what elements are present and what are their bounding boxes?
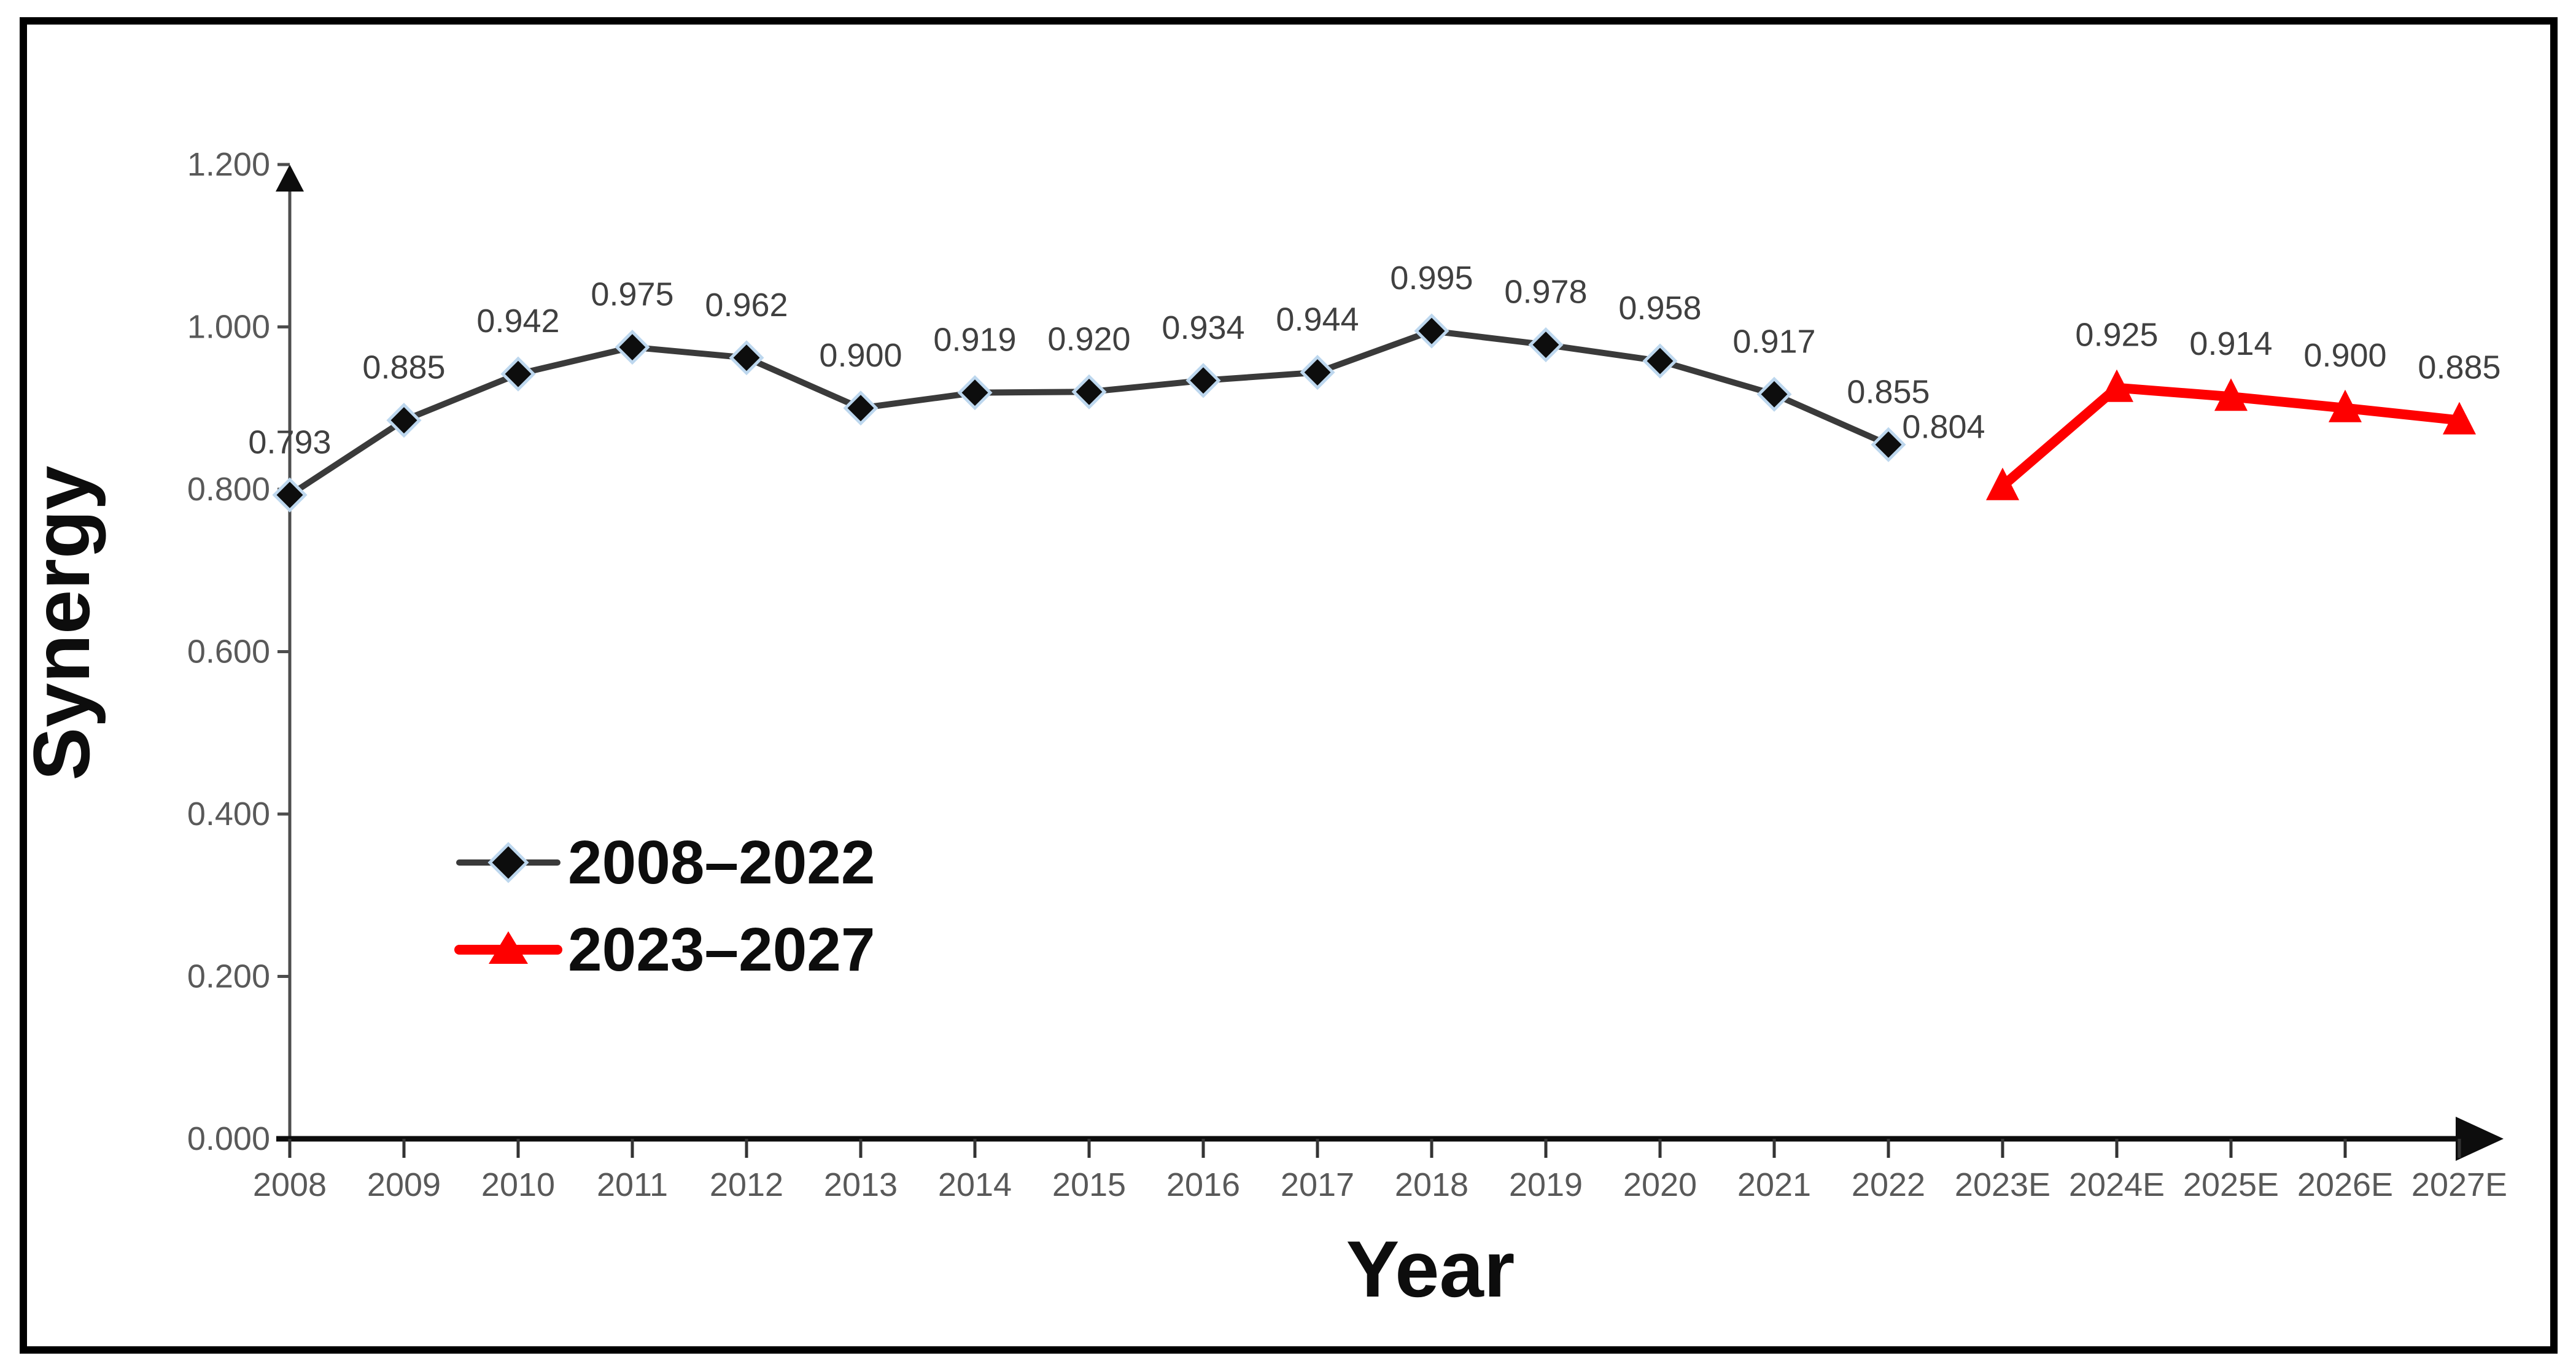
data-point-label: 0.920: [1047, 320, 1130, 357]
y-axis-arrow-icon: [276, 165, 304, 192]
x-tick-label: 2023E: [1955, 1166, 2050, 1203]
data-point-label: 0.900: [2303, 337, 2386, 374]
y-tick-label: 1.200: [187, 146, 270, 183]
x-tick-label: 2016: [1166, 1166, 1240, 1203]
data-point-label: 0.793: [248, 424, 331, 460]
x-tick-label: 2024E: [2069, 1166, 2165, 1203]
x-tick-label: 2008: [253, 1166, 327, 1203]
data-point-label: 0.944: [1276, 301, 1359, 338]
data-point-marker-diamond-icon: [957, 375, 993, 411]
legend-label: 2008–2022: [568, 828, 875, 897]
x-axis-arrow-icon: [2456, 1117, 2504, 1161]
data-point-marker-diamond-icon: [729, 340, 764, 376]
series-2023-2027: 0.804 0.925 0.914 0.900 0.885: [1902, 317, 2501, 500]
x-tick-label: 2027E: [2411, 1166, 2507, 1203]
x-tick-label: 2020: [1623, 1166, 1697, 1203]
y-tick-label: 0.800: [187, 471, 270, 508]
data-point-marker-diamond-icon: [487, 842, 529, 883]
data-point-marker-triangle-icon: [2443, 401, 2476, 435]
data-point-label: 0.804: [1902, 409, 1985, 446]
data-point-label: 0.919: [933, 322, 1016, 359]
x-tick-label: 2022: [1852, 1166, 1925, 1203]
data-point-label: 0.925: [2075, 317, 2158, 354]
data-point-label: 0.978: [1504, 274, 1587, 311]
x-tick-label: 2015: [1052, 1166, 1126, 1203]
data-point-label: 0.942: [476, 303, 559, 339]
data-point-marker-diamond-icon: [1185, 363, 1221, 398]
x-tick-label: 2021: [1737, 1166, 1811, 1203]
y-tick-label: 1.000: [187, 309, 270, 346]
data-point-marker-diamond-icon: [1642, 343, 1678, 379]
data-point-marker-triangle-icon: [2214, 378, 2248, 411]
data-point-marker-diamond-icon: [843, 390, 879, 426]
x-axis: 2008 2009 2010 2011 2012 2013 2014 2015 2016 2017…: [253, 1117, 2507, 1203]
data-point-marker-triangle-icon: [1986, 467, 2019, 500]
x-tick-label: 2009: [367, 1166, 441, 1203]
x-tick-label: 2012: [710, 1166, 783, 1203]
series-2008-2022: 0.793 0.885 0.942 0.975 0.962 0.900 0.919 0.920…: [248, 260, 1930, 513]
y-axis: 0.000 0.200 0.400 0.600 0.800 1.000 1.200: [187, 146, 304, 1157]
x-tick-label: 2013: [824, 1166, 898, 1203]
y-axis-title: Synergy: [17, 465, 106, 780]
data-point-label: 0.934: [1162, 309, 1244, 346]
y-tick-label: 0.600: [187, 634, 270, 670]
data-point-marker-diamond-icon: [386, 403, 422, 438]
data-point-label: 0.962: [705, 287, 788, 324]
data-point-marker-diamond-icon: [1071, 374, 1107, 409]
data-point-label: 0.855: [1847, 373, 1930, 410]
data-point-marker-diamond-icon: [272, 477, 308, 513]
figure-border: [20, 17, 2558, 1354]
data-point-marker-diamond-icon: [1756, 376, 1792, 412]
data-point-label: 0.885: [2418, 349, 2500, 386]
data-point-marker-triangle-icon: [2329, 389, 2362, 422]
x-tick-label: 2019: [1509, 1166, 1583, 1203]
data-point-label: 0.885: [362, 349, 445, 386]
y-tick-label: 0.000: [187, 1120, 270, 1157]
data-point-marker-diamond-icon: [1871, 427, 1906, 462]
x-tick-label: 2014: [938, 1166, 1012, 1203]
data-point-marker-diamond-icon: [1300, 355, 1335, 390]
y-tick-label: 0.200: [187, 958, 270, 995]
data-point-marker-triangle-icon: [489, 931, 528, 964]
data-point-label: 0.917: [1732, 323, 1815, 360]
data-point-marker-diamond-icon: [1528, 327, 1564, 363]
data-point-marker-diamond-icon: [615, 330, 650, 365]
x-tick-label: 2018: [1395, 1166, 1468, 1203]
data-point-marker-triangle-icon: [2100, 369, 2133, 402]
y-tick-label: 0.400: [187, 796, 270, 832]
x-tick-label: 2011: [597, 1166, 668, 1203]
x-tick-label: 2025E: [2183, 1166, 2279, 1203]
legend: 2008–2022 2023–2027: [454, 828, 875, 984]
data-point-marker-diamond-icon: [500, 356, 536, 392]
legend-item: 2008–2022: [456, 828, 875, 897]
data-point-label: 0.975: [591, 276, 673, 313]
data-point-label: 0.914: [2189, 325, 2272, 362]
data-point-label: 0.958: [1618, 290, 1701, 327]
legend-label: 2023–2027: [568, 915, 875, 984]
x-tick-label: 2017: [1281, 1166, 1354, 1203]
x-tick-label: 2026E: [2297, 1166, 2393, 1203]
legend-item: 2023–2027: [454, 915, 875, 984]
data-point-label: 0.900: [819, 337, 902, 374]
x-tick-label: 2010: [481, 1166, 555, 1203]
data-point-marker-diamond-icon: [1414, 313, 1449, 349]
x-axis-title: Year: [1346, 1224, 1515, 1314]
data-point-label: 0.995: [1390, 260, 1473, 297]
